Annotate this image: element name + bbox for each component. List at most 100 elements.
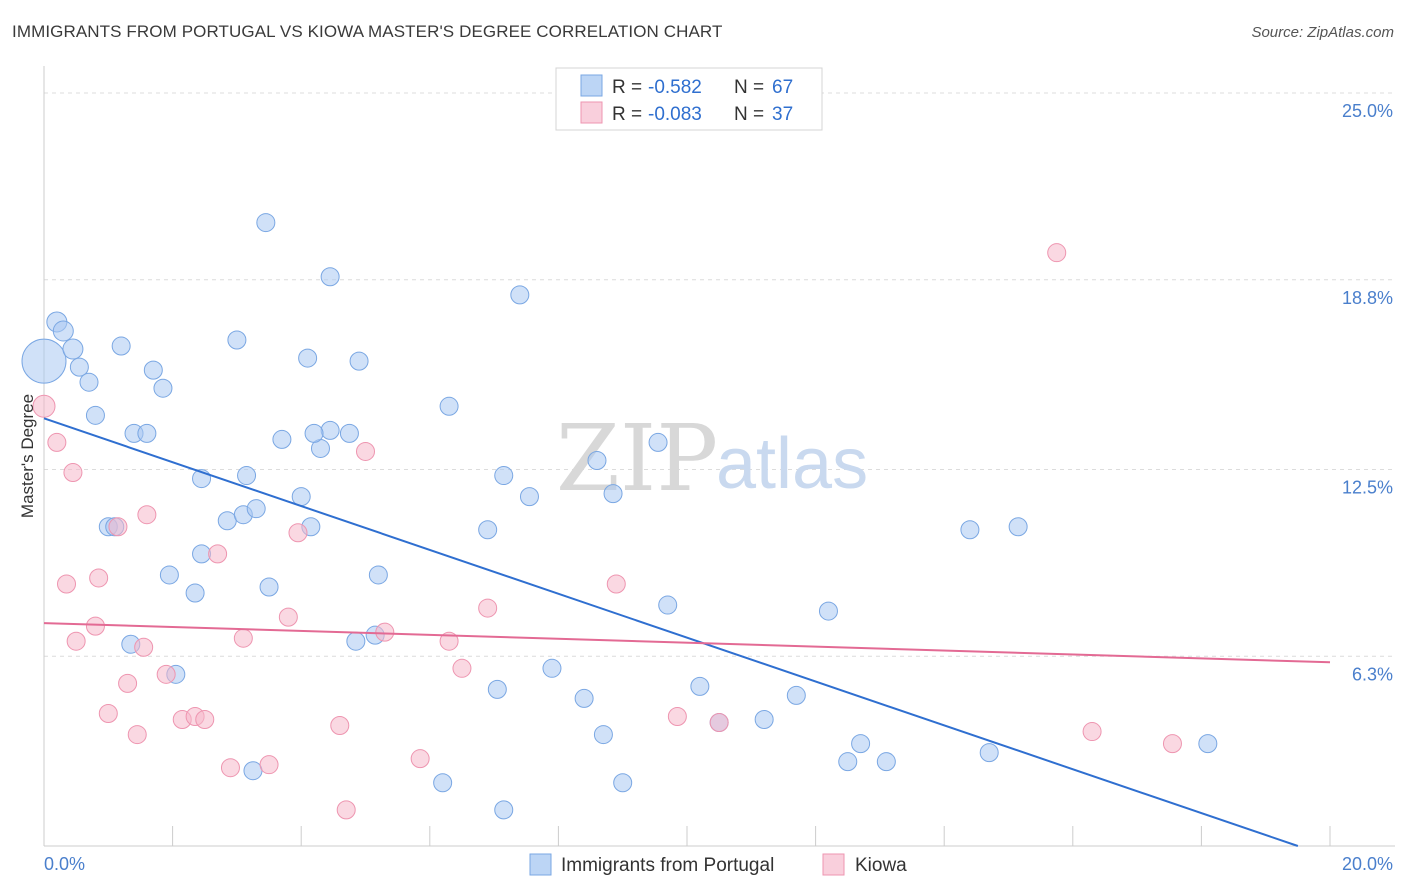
- x-tick-labels: 0.0% 20.0%: [44, 854, 1393, 874]
- point-kiowa-22: [288, 523, 308, 543]
- point-portugal-29: [298, 348, 318, 368]
- point-kiowa-1: [47, 432, 67, 452]
- legend-swatch-portugal: [580, 74, 603, 97]
- point-portugal-0: [21, 338, 67, 384]
- point-kiowa-16: [195, 710, 215, 730]
- point-portugal-15: [159, 565, 179, 585]
- point-kiowa-33: [709, 713, 729, 733]
- point-kiowa-24: [336, 800, 356, 820]
- point-portugal-62: [851, 734, 871, 754]
- gridlines: [44, 92, 1395, 657]
- point-kiowa-21: [278, 607, 298, 627]
- point-portugal-56: [690, 676, 710, 696]
- y-axis-label: Master's Degree: [18, 394, 37, 518]
- x-tick-label-1: 20.0%: [1342, 854, 1393, 874]
- point-portugal-24: [272, 429, 292, 449]
- point-kiowa-13: [156, 664, 176, 684]
- point-portugal-16: [185, 583, 205, 603]
- legend-n-value-kiowa: 37: [772, 104, 793, 125]
- point-portugal-41: [433, 773, 453, 793]
- legend-n-label-portugal: N =: [734, 77, 764, 98]
- point-portugal-43: [494, 466, 514, 486]
- watermark-atlas: atlas: [716, 424, 868, 504]
- point-portugal-52: [603, 484, 623, 504]
- point-kiowa-9: [118, 673, 138, 693]
- point-portugal-27: [256, 213, 276, 233]
- point-portugal-14: [192, 544, 212, 564]
- point-portugal-11: [153, 378, 173, 398]
- data-points: [21, 213, 1218, 820]
- point-kiowa-36: [1047, 243, 1067, 263]
- point-portugal-51: [593, 725, 613, 745]
- point-portugal-50: [587, 450, 607, 470]
- stats-legend: R = -0.582 N = 67 R = -0.083 N = 37: [555, 67, 823, 131]
- y-tick-label-3: 25.0%: [1342, 101, 1393, 121]
- point-kiowa-30: [478, 598, 498, 618]
- point-portugal-35: [320, 267, 340, 287]
- point-portugal-38: [346, 631, 366, 651]
- point-portugal-7: [111, 336, 131, 356]
- point-kiowa-25: [356, 441, 375, 461]
- trend-line-portugal: [43, 417, 1299, 847]
- point-portugal-22: [246, 499, 266, 519]
- point-kiowa-27: [410, 749, 430, 769]
- point-kiowa-3: [63, 463, 83, 483]
- trend-lines: [43, 417, 1331, 847]
- point-portugal-18: [227, 330, 247, 350]
- point-kiowa-8: [108, 517, 128, 537]
- bottom-legend-swatch-portugal: [529, 853, 552, 876]
- point-kiowa-11: [134, 637, 154, 657]
- point-portugal-6: [85, 405, 105, 425]
- point-kiowa-23: [330, 716, 350, 736]
- point-portugal-60: [818, 601, 838, 621]
- y-tick-label-1: 12.5%: [1342, 478, 1393, 498]
- y-tick-labels: 6.3% 12.5% 18.8% 25.0%: [1342, 101, 1393, 684]
- bottom-legend-label-kiowa: Kiowa: [855, 855, 907, 876]
- point-portugal-46: [519, 487, 539, 507]
- point-kiowa-12: [137, 505, 157, 525]
- legend-n-value-portugal: 67: [772, 77, 793, 98]
- point-kiowa-29: [452, 658, 472, 678]
- point-portugal-59: [786, 685, 806, 705]
- x-tick-label-0: 0.0%: [44, 854, 85, 874]
- point-portugal-54: [648, 432, 668, 452]
- point-portugal-63: [876, 752, 896, 772]
- point-portugal-40: [439, 396, 459, 416]
- point-kiowa-5: [85, 616, 105, 636]
- legend-r-label-portugal: R =: [612, 77, 642, 98]
- point-kiowa-0: [32, 394, 56, 418]
- point-portugal-10: [143, 360, 163, 380]
- point-kiowa-2: [57, 574, 77, 594]
- axes: [43, 66, 1395, 847]
- bottom-legend: Immigrants from Portugal Kiowa: [529, 853, 907, 876]
- point-kiowa-6: [89, 568, 109, 588]
- y-tick-label-0: 6.3%: [1352, 664, 1393, 684]
- point-portugal-66: [979, 743, 999, 763]
- bottom-legend-swatch-kiowa: [822, 853, 845, 876]
- point-kiowa-31: [606, 574, 626, 594]
- point-portugal-21: [237, 466, 257, 486]
- point-portugal-19: [217, 511, 237, 531]
- point-portugal-42: [478, 520, 498, 540]
- legend-r-value-portugal: -0.582: [648, 77, 702, 98]
- bottom-legend-label-portugal: Immigrants from Portugal: [561, 855, 774, 876]
- point-portugal-2: [52, 320, 74, 342]
- point-portugal-65: [1008, 517, 1028, 537]
- point-kiowa-10: [127, 725, 147, 745]
- point-portugal-33: [339, 423, 359, 443]
- source-label: Source: ZipAtlas.com: [1251, 24, 1394, 41]
- point-portugal-55: [658, 595, 678, 615]
- chart-title: IMMIGRANTS FROM PORTUGAL VS KIOWA MASTER…: [12, 22, 723, 41]
- point-portugal-61: [838, 752, 858, 772]
- trend-line-kiowa: [43, 622, 1331, 664]
- point-portugal-23: [259, 577, 279, 597]
- point-portugal-67: [1198, 734, 1218, 754]
- point-kiowa-7: [98, 703, 118, 723]
- point-portugal-36: [349, 351, 369, 371]
- point-kiowa-35: [1162, 734, 1182, 754]
- point-kiowa-17: [208, 544, 228, 564]
- point-portugal-47: [494, 800, 514, 820]
- point-portugal-53: [613, 773, 633, 793]
- point-portugal-9: [137, 423, 157, 443]
